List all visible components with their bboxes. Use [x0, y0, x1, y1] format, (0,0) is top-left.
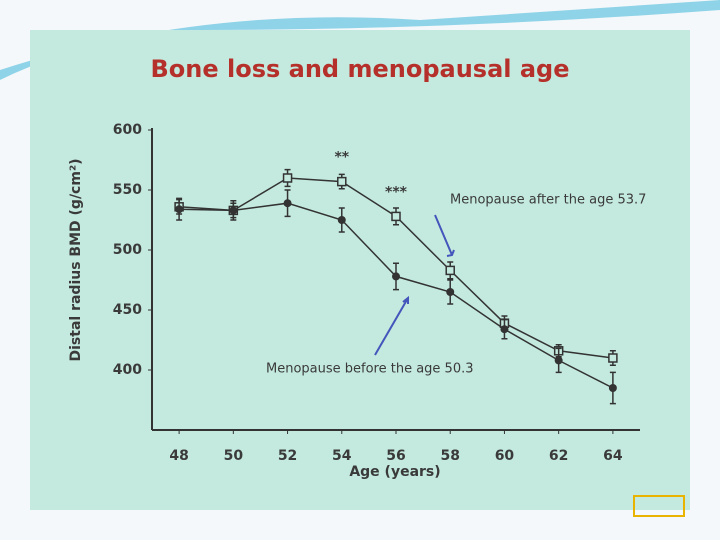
x-tick-label: 56	[386, 448, 405, 464]
point	[282, 173, 293, 183]
arrow-head	[402, 295, 409, 304]
point	[392, 272, 400, 281]
point	[229, 206, 238, 215]
x-tick-label: 58	[440, 448, 459, 464]
point	[445, 265, 455, 276]
y-axis-label: Distal radius BMD (g/cm²)	[68, 159, 84, 362]
y-tick-label: 550	[113, 182, 142, 198]
annotation: ***	[385, 184, 408, 200]
y-tick-label: 600	[113, 122, 142, 138]
point	[283, 199, 292, 208]
arrow	[374, 297, 409, 356]
x-tick-label: 54	[332, 448, 352, 464]
point	[500, 325, 509, 334]
x-tick-label: 50	[224, 448, 244, 464]
point	[446, 288, 455, 296]
x-tick-label: 48	[169, 448, 188, 464]
point	[337, 176, 347, 187]
swoosh	[0, 0, 720, 80]
annotation: **	[334, 150, 349, 166]
arrow-head	[446, 249, 455, 257]
y-tick-label: 450	[113, 302, 142, 318]
point	[175, 205, 184, 214]
slide-area	[30, 30, 690, 510]
chart-title: Bone loss and menopausal age	[151, 55, 570, 83]
x-axis-label: Age (years)	[349, 464, 440, 480]
logo-box	[633, 495, 685, 517]
x-tick-label: 62	[549, 448, 568, 464]
point	[337, 216, 346, 224]
point	[391, 211, 401, 222]
x-tick-label: 60	[495, 448, 515, 464]
x-tick-label: 52	[278, 448, 297, 464]
point	[554, 356, 563, 365]
point	[608, 353, 618, 363]
point	[608, 384, 617, 392]
y-tick-label: 400	[113, 362, 142, 378]
y-tick-label: 500	[113, 242, 142, 258]
x-tick-label: 64	[603, 448, 623, 464]
series-label: Menopause after the age 53.7	[450, 193, 646, 208]
series-label: Menopause before the age 50.3	[266, 362, 474, 377]
arrow	[434, 214, 453, 256]
